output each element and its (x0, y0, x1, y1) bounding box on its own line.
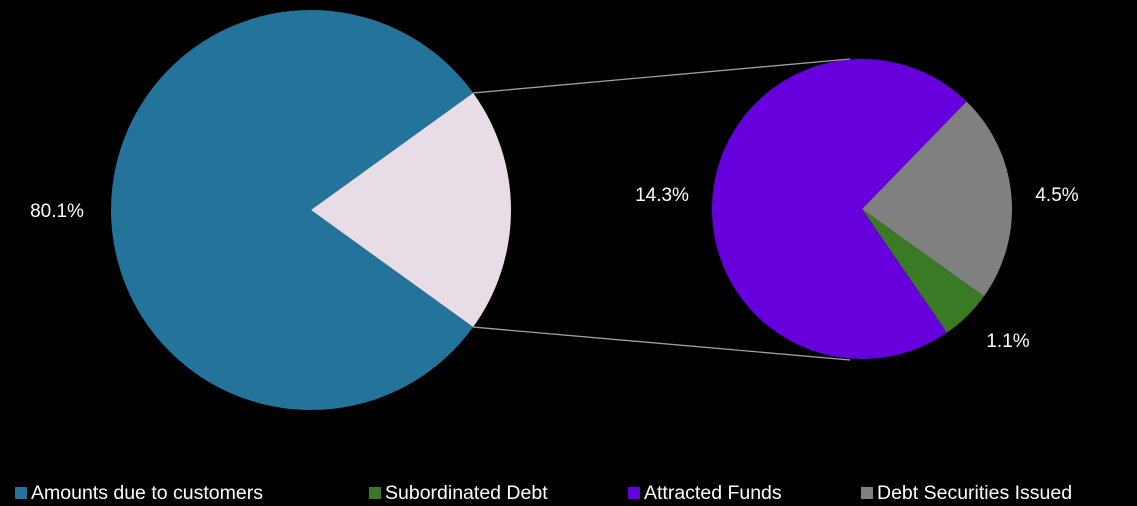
pie-slice (862, 101, 1013, 297)
legend-label: Subordinated Debt (385, 482, 548, 504)
data-label: 1.1% (986, 331, 1029, 352)
pie-slice (712, 59, 967, 359)
data-label: 14.3% (635, 185, 689, 206)
other-slice (311, 92, 511, 328)
data-label: 80.1% (30, 201, 84, 222)
connector (473, 326, 851, 361)
legend-swatch (369, 487, 381, 499)
legend-swatch (15, 487, 27, 499)
data-label: 4.5% (1035, 185, 1078, 206)
pie-slice (862, 209, 984, 333)
legend-label: Amounts due to customers (31, 482, 263, 504)
connector (473, 58, 851, 94)
legend-swatch (628, 487, 640, 499)
legend-label: Debt Securities Issued (877, 482, 1072, 504)
pie-slice (110, 9, 474, 410)
legend-label: Attracted Funds (644, 482, 782, 504)
legend-swatch (861, 487, 873, 499)
